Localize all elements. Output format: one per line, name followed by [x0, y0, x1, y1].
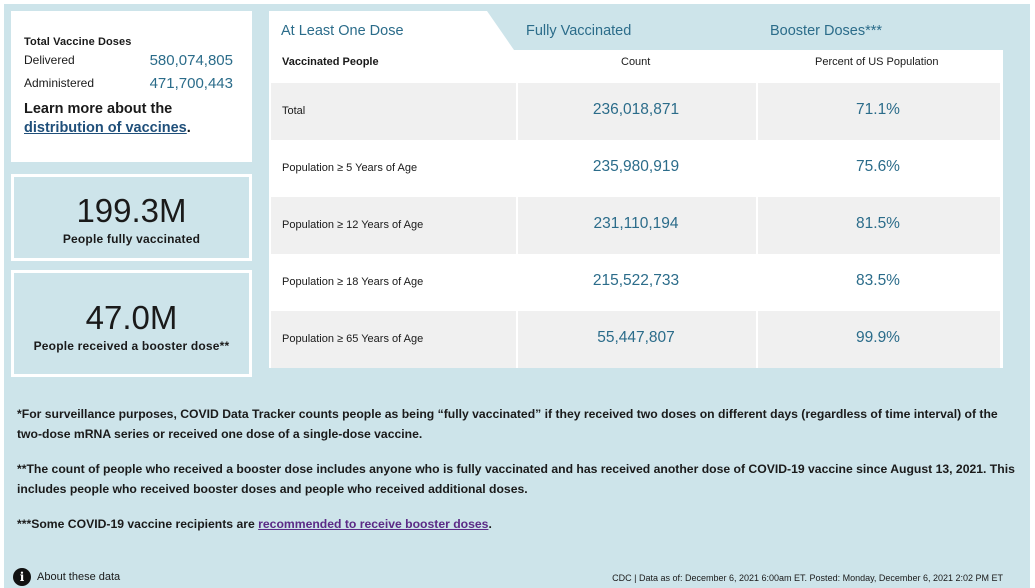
row-count: 231,110,194 — [593, 215, 679, 232]
column-divider — [516, 83, 518, 140]
table-row: Total 236,018,871 71.1% — [271, 83, 1000, 140]
distribution-of-vaccines-link[interactable]: distribution of vaccines — [24, 120, 187, 136]
row-percent: 81.5% — [856, 215, 900, 232]
footnote-booster-recommendation: ***Some COVID-19 vaccine recipients are … — [17, 514, 1017, 534]
header-percent: Percent of US Population — [815, 56, 939, 68]
row-percent: 71.1% — [856, 101, 900, 118]
row-label: Population ≥ 12 Years of Age — [282, 219, 424, 231]
administered-label: Administered — [24, 76, 95, 90]
row-percent: 75.6% — [856, 158, 900, 175]
booster-dose-stat: 47.0M People received a booster dose** — [11, 270, 252, 377]
footnote-booster-count: **The count of people who received a boo… — [17, 462, 1015, 496]
row-percent: 83.5% — [856, 272, 900, 289]
row-label: Total — [282, 105, 306, 117]
column-divider — [756, 311, 758, 368]
footnote-prefix: ***Some COVID-19 vaccine recipients are — [17, 517, 259, 531]
total-vaccine-doses-card: Total Vaccine Doses Delivered 580,074,80… — [11, 11, 252, 162]
row-count: 55,447,807 — [597, 329, 675, 346]
row-count: 235,980,919 — [592, 158, 680, 175]
learn-more-prefix: Learn more about the — [24, 101, 173, 117]
vaccinated-people-table: Vaccinated People Count Percent of US Po… — [269, 50, 1003, 368]
fully-vaccinated-caption: People fully vaccinated — [62, 232, 201, 246]
delivered-label: Delivered — [24, 53, 75, 67]
table-header: Vaccinated People Count Percent of US Po… — [269, 50, 1003, 83]
row-label: Population ≥ 5 Years of Age — [282, 162, 418, 174]
data-timestamp: CDC | Data as of: December 6, 2021 6:00a… — [612, 573, 1003, 583]
footnote-fully-vaccinated: *For surveillance purposes, COVID Data T… — [17, 407, 998, 441]
delivered-row: Delivered 580,074,805 — [24, 52, 252, 75]
table-row: Population ≥ 5 Years of Age 235,980,919 … — [271, 140, 1000, 197]
fully-vaccinated-stat: 199.3M People fully vaccinated — [11, 174, 252, 261]
column-divider — [516, 197, 518, 254]
fully-vaccinated-value: 199.3M — [76, 192, 187, 229]
table-row: Population ≥ 65 Years of Age 55,447,807 … — [271, 311, 1000, 368]
footnote-suffix: . — [488, 517, 492, 531]
totals-title: Total Vaccine Doses — [24, 36, 132, 48]
footnotes: *For surveillance purposes, COVID Data T… — [17, 404, 1017, 549]
row-percent: 99.9% — [856, 329, 900, 346]
about-these-data[interactable]: i About these data — [13, 567, 120, 587]
row-count: 236,018,871 — [592, 101, 680, 118]
table-row: Population ≥ 18 Years of Age 215,522,733… — [271, 254, 1000, 311]
tab-booster-doses[interactable]: Booster Doses*** — [770, 23, 883, 39]
column-divider — [756, 197, 758, 254]
booster-dose-caption: People received a booster dose** — [33, 339, 230, 353]
header-count: Count — [621, 56, 651, 68]
learn-more-suffix: . — [186, 120, 191, 136]
booster-dose-value: 47.0M — [85, 299, 178, 336]
delivered-value: 580,074,805 — [149, 52, 233, 69]
administered-value: 471,700,443 — [149, 75, 233, 92]
table-row: Population ≥ 12 Years of Age 231,110,194… — [271, 197, 1000, 254]
column-divider — [756, 83, 758, 140]
administered-row: Administered 471,700,443 — [24, 75, 252, 98]
info-icon[interactable]: i — [13, 568, 31, 586]
column-divider — [516, 311, 518, 368]
header-vaccinated-people: Vaccinated People — [282, 56, 379, 68]
row-label: Population ≥ 65 Years of Age — [282, 333, 424, 345]
row-label: Population ≥ 18 Years of Age — [282, 276, 424, 288]
tab-fully-vaccinated[interactable]: Fully Vaccinated — [526, 23, 632, 39]
about-these-data-label[interactable]: About these data — [37, 571, 121, 583]
row-count: 215,522,733 — [592, 272, 680, 289]
tab-at-least-one-dose[interactable]: At Least One Dose — [269, 11, 514, 50]
recommended-booster-doses-link[interactable]: recommended to receive booster doses — [258, 517, 489, 531]
learn-more-text: Learn more about the distribution of vac… — [24, 100, 252, 138]
dose-tabs: At Least One Dose Fully Vaccinated Boost… — [269, 11, 1003, 50]
